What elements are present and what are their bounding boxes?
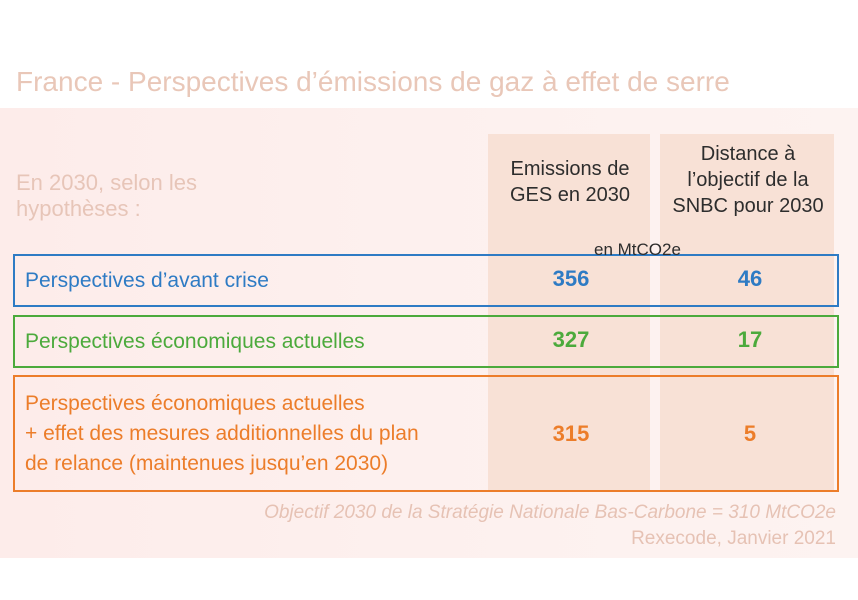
emissions-value: 315 (552, 421, 590, 446)
emissions-value: 327 (552, 327, 590, 352)
distance-value: 46 (737, 266, 763, 291)
page-title: France - Perspectives d’émissions de gaz… (16, 66, 730, 97)
table-row-avant-crise: Perspectives d’avant crise 356 46 (13, 254, 839, 307)
row-label: Perspectives d’avant crise (25, 266, 269, 296)
distance-value: 5 (743, 421, 757, 446)
row-label: Perspectives économiques actuelles + eff… (25, 389, 419, 479)
hypotheses-heading-line: En 2030, selon les (16, 170, 198, 195)
row-label-line: Perspectives d’avant crise (25, 269, 269, 292)
table-row-economiques-actuelles: Perspectives économiques actuelles 327 1… (13, 315, 839, 368)
source-note: Rexecode, Janvier 2021 (631, 528, 836, 549)
unit-label: en MtCO2e (594, 240, 681, 259)
distance-value: 17 (737, 327, 763, 352)
column-header-distance: Distance à l’objectif de la SNBC pour 20… (660, 141, 836, 219)
row-label: Perspectives économiques actuelles (25, 327, 365, 357)
emissions-value: 356 (552, 266, 590, 291)
snbc-objective-note: Objectif 2030 de la Stratégie Nationale … (264, 502, 836, 523)
column-header-line: Distance à (700, 143, 796, 165)
distance-column-background (660, 134, 834, 490)
column-header-line: GES en 2030 (509, 184, 631, 206)
column-header-line: SNBC pour 2030 (672, 195, 824, 217)
row-label-line: de relance (maintenues jusqu’en 2030) (25, 452, 389, 475)
row-label-line: Perspectives économiques actuelles (25, 330, 365, 353)
column-header-line: l’objectif de la (687, 169, 809, 191)
row-label-line: + effet des mesures additionnelles du pl… (25, 422, 419, 445)
hypotheses-heading-line: hypothèses : (16, 196, 141, 221)
hypotheses-heading: En 2030, selon les hypothèses : (16, 170, 197, 222)
row-label-line: Perspectives économiques actuelles (25, 392, 365, 415)
emissions-column-background (488, 134, 650, 490)
column-header-emissions: Emissions de GES en 2030 (490, 156, 650, 208)
table-row-plan-de-relance: Perspectives économiques actuelles + eff… (13, 375, 839, 492)
column-header-line: Emissions de (510, 158, 630, 180)
